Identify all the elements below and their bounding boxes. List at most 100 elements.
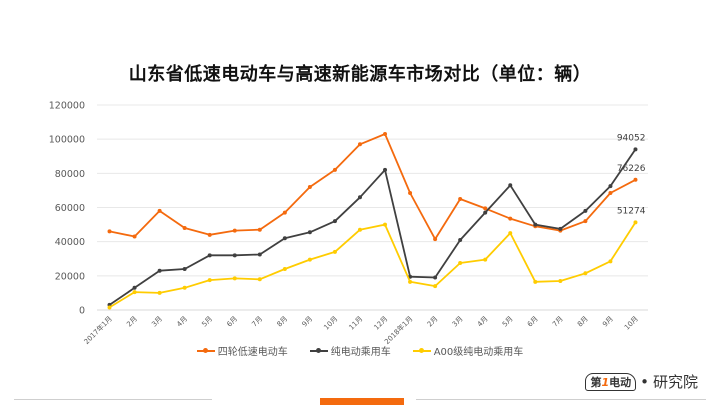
data-point [232, 276, 237, 281]
y-tick-label: 100000 [49, 135, 85, 146]
footer-logo: 第1电动 • 研究院 [585, 371, 698, 392]
footer-divider-right [416, 399, 706, 400]
legend-item: A00级纯电动乘用车 [412, 343, 524, 358]
data-point [383, 222, 388, 227]
legend-item: 纯电动乘用车 [309, 343, 391, 358]
series-line [108, 148, 637, 306]
data-point [533, 279, 538, 284]
legend-label: A00级纯电动乘用车 [433, 347, 524, 358]
x-tick-label: 7月 [250, 315, 264, 329]
data-label: 76226 [617, 164, 646, 174]
data-point [433, 237, 438, 242]
data-point [633, 177, 638, 182]
data-point [207, 232, 212, 237]
data-point [182, 267, 187, 271]
data-point [383, 132, 388, 137]
data-point [608, 190, 613, 195]
logo-suffix: 研究院 [652, 373, 698, 391]
data-point [508, 183, 513, 188]
data-point [458, 261, 463, 266]
data-point [257, 252, 262, 257]
footer-divider-left [14, 399, 212, 400]
data-point [157, 268, 162, 273]
data-point [257, 277, 262, 282]
data-point [182, 285, 187, 290]
series-line [109, 133, 636, 241]
data-point [608, 184, 613, 189]
x-tick-label: 6月 [526, 315, 540, 329]
data-point [483, 257, 488, 262]
legend-line-marker-icon [412, 347, 431, 353]
data-label: 94052 [617, 133, 646, 143]
x-tick-label: 11月 [347, 315, 364, 332]
legend-item: 四轮低速电动车 [196, 343, 288, 358]
x-tick-label: 4月 [175, 315, 189, 329]
x-tick-label: 2017年1月 [82, 314, 114, 346]
data-point [383, 167, 388, 172]
legend-label: 纯电动乘用车 [330, 347, 391, 358]
data-point [357, 227, 362, 232]
data-label: 51274 [617, 206, 646, 216]
x-tick-label: 6月 [225, 315, 239, 329]
data-point [132, 290, 137, 295]
data-point [207, 278, 212, 283]
data-point [357, 142, 362, 147]
y-tick-label: 120000 [49, 101, 85, 112]
data-point [107, 305, 112, 310]
legend-line-marker-icon [196, 347, 215, 353]
data-point [458, 196, 463, 201]
chart-legend: 四轮低速电动车 纯电动乘用车 A00级纯电动乘用车 [0, 343, 720, 358]
data-point [232, 253, 237, 258]
data-point [633, 220, 638, 225]
data-point [558, 226, 563, 231]
data-point [583, 208, 588, 213]
data-point [182, 226, 187, 230]
x-tick-label: 12月 [373, 315, 390, 332]
legend-label: 四轮低速电动车 [217, 347, 288, 358]
logo-dot: • [640, 372, 649, 391]
footer-accent-bar [320, 398, 404, 405]
y-tick-label: 80000 [55, 169, 85, 180]
data-point [433, 284, 438, 289]
data-point [332, 167, 337, 172]
data-point [633, 147, 638, 152]
x-tick-label: 10月 [322, 315, 339, 332]
y-tick-label: 20000 [55, 271, 85, 282]
data-point [357, 195, 362, 200]
x-tick-label: 2月 [426, 315, 440, 329]
data-point [207, 253, 212, 258]
data-point [508, 216, 513, 221]
x-tick-label: 7月 [551, 315, 565, 329]
x-tick-label: 9月 [601, 315, 615, 329]
data-point [307, 257, 312, 262]
data-point [483, 206, 488, 211]
data-point [232, 228, 237, 233]
x-tick-label: 10月 [623, 315, 640, 332]
data-point [508, 231, 513, 236]
x-tick-label: 4月 [476, 315, 490, 329]
data-point [408, 190, 413, 195]
data-point [282, 267, 287, 271]
data-point [282, 236, 287, 241]
x-tick-label: 8月 [576, 315, 590, 329]
data-point [282, 210, 287, 215]
legend-line-marker-icon [309, 347, 328, 353]
y-tick-label: 40000 [55, 237, 85, 248]
data-point [307, 185, 312, 189]
y-tick-label: 0 [79, 306, 85, 317]
car-logo-icon: 第1电动 [585, 372, 637, 391]
y-tick-label: 60000 [55, 203, 85, 214]
series-line [109, 221, 637, 309]
data-point [558, 278, 563, 283]
data-point [458, 237, 463, 242]
chart-title: 山东省低速电动车与高速新能源车市场对比（单位：辆） [128, 64, 592, 85]
data-point [608, 259, 613, 264]
x-tick-label: 5月 [501, 315, 515, 329]
data-point [583, 271, 588, 276]
data-point [483, 210, 488, 215]
data-point [157, 290, 162, 295]
x-tick-label: 9月 [301, 315, 315, 329]
data-point [408, 279, 413, 284]
data-point [332, 219, 337, 224]
